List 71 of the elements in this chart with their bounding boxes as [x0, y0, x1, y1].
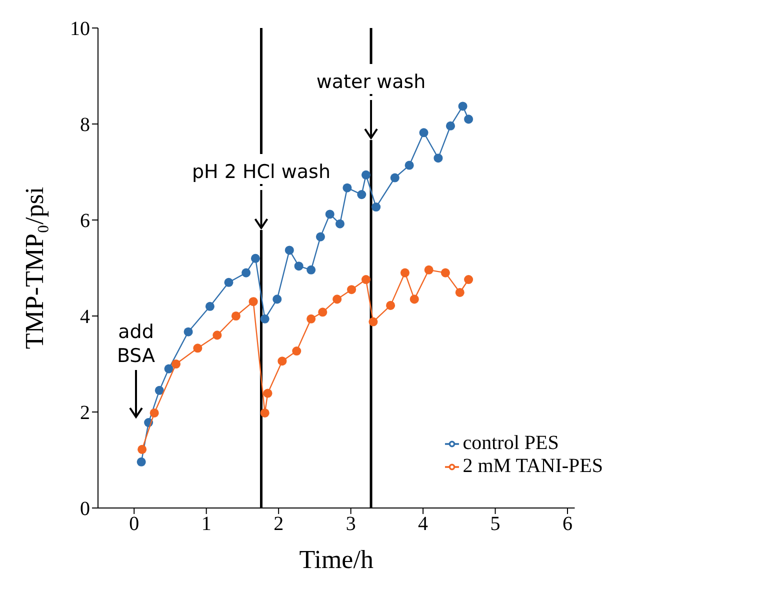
point	[455, 288, 464, 297]
point	[260, 408, 270, 418]
legend-label: 2 mM TANI-PES	[462, 455, 603, 477]
point	[184, 327, 193, 336]
point	[316, 232, 325, 242]
y-tick-label: 6	[80, 210, 90, 232]
point	[242, 268, 251, 278]
point	[193, 344, 202, 353]
point	[260, 314, 270, 324]
x-tick-label: 6	[562, 513, 573, 536]
point	[464, 275, 474, 284]
ref-line-label: pH 2 HCl wash	[192, 161, 331, 183]
point	[361, 275, 370, 284]
point	[361, 170, 370, 180]
point	[446, 121, 456, 130]
point	[294, 262, 304, 271]
point	[419, 128, 428, 138]
point	[368, 317, 378, 326]
point	[138, 444, 147, 454]
annotation: add BSA	[116, 321, 156, 367]
point	[292, 346, 302, 356]
point	[434, 154, 443, 163]
point	[150, 408, 159, 418]
point	[224, 278, 234, 287]
point	[404, 160, 414, 170]
point	[400, 268, 410, 278]
y-tick-label: 8	[80, 114, 90, 136]
point	[250, 254, 260, 263]
point	[231, 311, 240, 321]
point	[318, 308, 328, 317]
point	[390, 173, 400, 182]
point	[410, 294, 419, 304]
point	[278, 356, 287, 366]
point	[136, 457, 146, 466]
point	[440, 268, 450, 278]
point	[248, 297, 258, 306]
point	[332, 294, 342, 304]
point	[372, 202, 381, 212]
point	[205, 302, 214, 311]
point	[347, 285, 356, 294]
x-tick-label: 1	[201, 513, 212, 536]
point	[357, 190, 366, 200]
y-tick-label: 2	[80, 402, 90, 424]
legend-label: control PES	[462, 432, 559, 454]
point	[306, 265, 316, 274]
y-tick-label: 10	[70, 18, 90, 40]
x-tick-label: 4	[418, 513, 428, 536]
point	[464, 114, 474, 124]
point	[325, 210, 334, 219]
y-tick-label: 0	[80, 498, 90, 520]
point	[424, 265, 434, 274]
x-axis-title: Time/h	[299, 545, 374, 574]
y-tick-label: 4	[80, 306, 90, 328]
point	[171, 359, 181, 369]
point	[263, 388, 272, 398]
point	[342, 183, 352, 192]
y-axis-title: TMP-TMP₀/psi	[20, 186, 49, 350]
point	[212, 330, 222, 340]
point	[335, 219, 344, 228]
point	[386, 300, 396, 310]
point	[164, 364, 174, 374]
point	[306, 314, 316, 324]
point	[458, 102, 468, 111]
x-tick-label: 5	[490, 513, 500, 536]
point	[272, 294, 282, 304]
point	[284, 246, 294, 255]
point	[154, 386, 164, 395]
x-tick-label: 3	[346, 513, 356, 536]
ref-line-label: water wash	[316, 71, 426, 93]
x-tick-label: 0	[129, 513, 140, 536]
x-tick-label: 2	[274, 513, 284, 536]
